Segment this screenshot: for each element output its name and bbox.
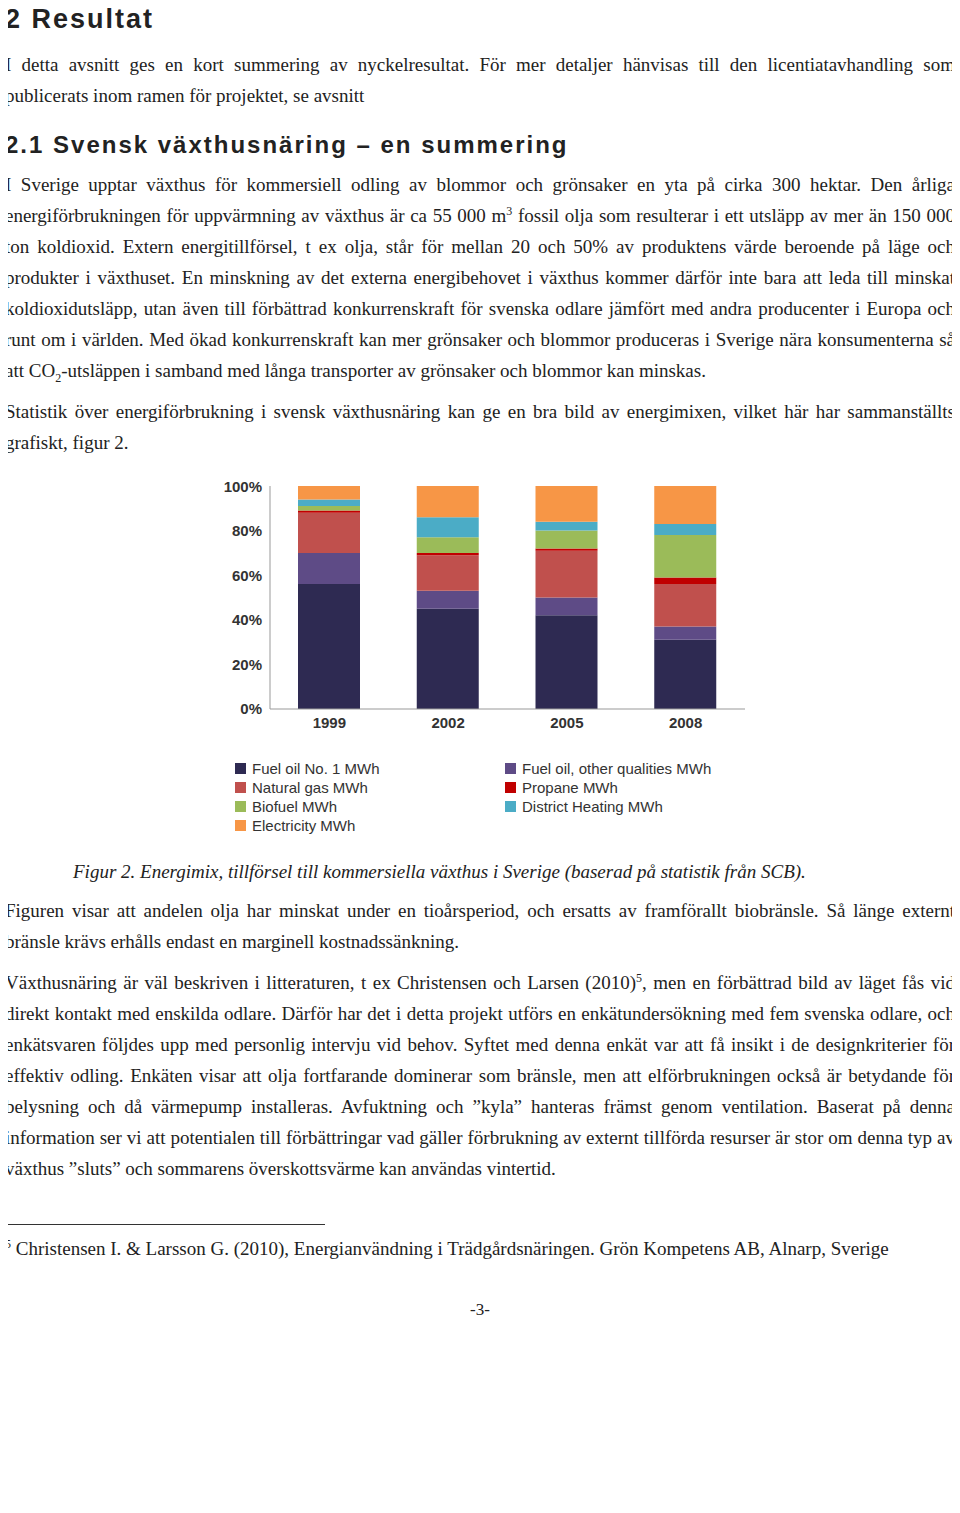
html-text:Statistik över energiförbrukni: Statistik över energiförbrukning i svens… [5, 401, 955, 453]
html-text:Figur 2. Energimix, tillförsel: Figur 2. Energimix, tillförsel till komm… [73, 861, 806, 882]
svg-text:60%: 60% [232, 567, 262, 584]
html-text:Växthusnäring är väl beskriven: Växthusnäring är väl beskriven i littera… [5, 970, 955, 1179]
html-text:I Sverige upptar växthus för k: I Sverige upptar växthus för kommersiell… [5, 174, 955, 385]
html-text:Fuel oil, other qualities MWh: Fuel oil, other qualities MWh [522, 760, 712, 777]
svg-text:80%: 80% [232, 522, 262, 539]
html-text:5 Christensen I. & Larsson G.: 5 Christensen I. & Larsson G. (2010), En… [5, 1236, 889, 1259]
html-text:Electricity MWh: Electricity MWh [252, 817, 356, 834]
html-text:-3-: -3- [470, 1300, 490, 1319]
svg-text:2002: 2002 [431, 714, 464, 731]
html-text:Fuel oil No. 1 MWh: Fuel oil No. 1 MWh [252, 760, 380, 777]
html-text:Figuren visar att andelen olja: Figuren visar att andelen olja har minsk… [5, 900, 955, 952]
html-text:2 Resultat: 2 Resultat [5, 4, 154, 34]
svg-text:2005: 2005 [550, 714, 583, 731]
html-text:Biofuel MWh: Biofuel MWh [252, 798, 337, 815]
html-text:Natural gas MWh: Natural gas MWh [252, 779, 368, 796]
html-text:I detta avsnitt ges en kort su: I detta avsnitt ges en kort summering av… [5, 54, 955, 106]
svg-text:40%: 40% [232, 611, 262, 628]
svg-text:100%: 100% [224, 478, 262, 495]
svg-text:2008: 2008 [669, 714, 702, 731]
svg-text:20%: 20% [232, 656, 262, 673]
svg-text:1999: 1999 [313, 714, 346, 731]
svg-text:0%: 0% [240, 700, 262, 717]
html-text:Propane MWh: Propane MWh [522, 779, 618, 796]
html-text:District Heating MWh: District Heating MWh [522, 798, 663, 815]
html-text:2.1 Svensk växthusnäring – en: 2.1 Svensk växthusnäring – en summering [5, 131, 569, 158]
